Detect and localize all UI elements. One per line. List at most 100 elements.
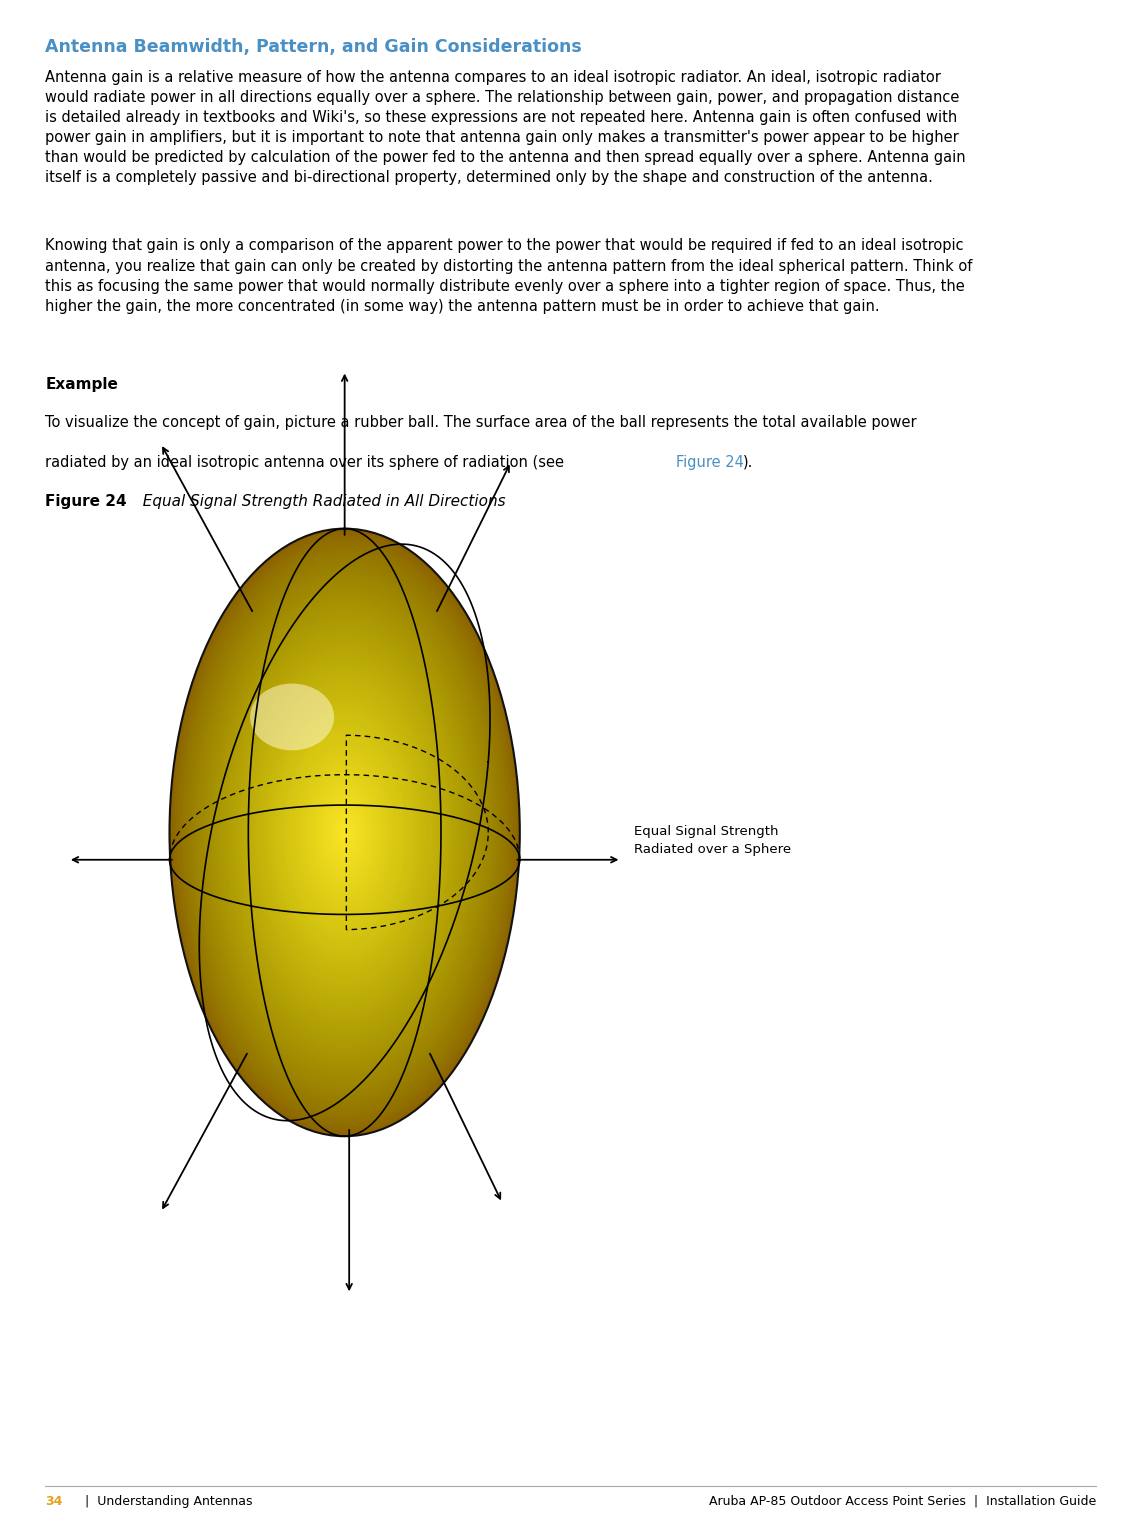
Ellipse shape [211,602,478,1063]
Ellipse shape [257,681,432,984]
Ellipse shape [199,580,490,1085]
Text: Antenna gain is a relative measure of how the antenna compares to an ideal isotr: Antenna gain is a relative measure of ho… [45,70,966,185]
Text: Knowing that gain is only a comparison of the apparent power to the power that w: Knowing that gain is only a comparison o… [45,238,973,313]
Ellipse shape [264,693,425,972]
Text: Antenna Beamwidth, Pattern, and Gain Considerations: Antenna Beamwidth, Pattern, and Gain Con… [45,38,582,56]
Ellipse shape [292,741,398,924]
Ellipse shape [227,629,462,1036]
Ellipse shape [277,714,412,951]
Ellipse shape [183,553,506,1112]
Text: ).: ). [742,456,753,469]
Ellipse shape [331,808,358,857]
Ellipse shape [237,647,452,1018]
Ellipse shape [319,787,371,878]
Ellipse shape [207,592,483,1072]
Ellipse shape [275,711,415,954]
Ellipse shape [245,659,444,1006]
Text: Figure 24: Figure 24 [676,456,744,469]
Ellipse shape [299,753,390,911]
Ellipse shape [236,644,453,1021]
Ellipse shape [201,583,488,1082]
Ellipse shape [322,793,367,872]
Ellipse shape [307,769,382,896]
Ellipse shape [192,568,497,1097]
Ellipse shape [195,574,494,1091]
Ellipse shape [284,726,406,939]
Ellipse shape [280,720,409,945]
Text: Aruba AP-85 Outdoor Access Point Series  |  Installation Guide: Aruba AP-85 Outdoor Access Point Series … [709,1495,1096,1508]
Ellipse shape [226,626,463,1039]
Ellipse shape [278,717,411,948]
Ellipse shape [179,544,511,1121]
Ellipse shape [240,650,450,1015]
Ellipse shape [339,823,350,842]
Ellipse shape [328,802,362,863]
Ellipse shape [320,790,370,875]
Text: Figure 24: Figure 24 [45,494,127,509]
Ellipse shape [215,608,475,1057]
Ellipse shape [250,668,440,996]
Ellipse shape [315,781,374,884]
Ellipse shape [176,541,513,1124]
Ellipse shape [313,778,376,887]
Ellipse shape [296,747,393,917]
Ellipse shape [281,723,408,942]
Ellipse shape [198,577,492,1088]
Ellipse shape [218,614,471,1051]
Ellipse shape [271,705,418,960]
Ellipse shape [272,708,417,957]
Ellipse shape [231,635,459,1030]
Ellipse shape [170,529,520,1136]
Ellipse shape [194,571,495,1094]
Ellipse shape [325,799,364,866]
Ellipse shape [332,811,357,854]
Ellipse shape [252,671,437,993]
Ellipse shape [191,565,498,1100]
Text: Example: Example [45,377,118,392]
Ellipse shape [180,547,510,1118]
Ellipse shape [220,617,469,1048]
Ellipse shape [266,696,424,969]
Ellipse shape [205,589,485,1075]
Ellipse shape [261,687,428,978]
Ellipse shape [172,532,518,1133]
Ellipse shape [243,656,446,1009]
Text: 34: 34 [45,1495,62,1508]
Ellipse shape [342,829,347,835]
Ellipse shape [249,665,441,1000]
Ellipse shape [269,702,420,963]
Ellipse shape [262,690,427,975]
Ellipse shape [186,559,502,1106]
Text: Equal Signal Strength
Radiated over a Sphere: Equal Signal Strength Radiated over a Sp… [634,825,791,855]
Ellipse shape [310,772,380,893]
Ellipse shape [234,641,455,1024]
Text: To visualize the concept of gain, picture a rubber ball. The surface area of the: To visualize the concept of gain, pictur… [45,415,916,430]
Ellipse shape [336,817,354,848]
Text: |  Understanding Antennas: | Understanding Antennas [77,1495,252,1508]
Ellipse shape [304,763,385,902]
Ellipse shape [290,738,399,927]
Ellipse shape [175,538,514,1127]
Ellipse shape [202,586,487,1078]
Ellipse shape [334,814,355,851]
Ellipse shape [189,562,501,1103]
Ellipse shape [323,796,366,869]
Ellipse shape [306,766,383,899]
Ellipse shape [255,677,434,987]
Ellipse shape [233,638,457,1027]
Ellipse shape [316,784,373,881]
Ellipse shape [224,623,466,1042]
Ellipse shape [301,756,389,908]
Ellipse shape [250,684,334,750]
Ellipse shape [246,662,443,1003]
Ellipse shape [217,611,472,1054]
Ellipse shape [173,535,516,1130]
Ellipse shape [208,595,481,1069]
Ellipse shape [229,632,460,1033]
Ellipse shape [268,699,421,966]
Text: radiated by an ideal isotropic antenna over its sphere of radiation (see: radiated by an ideal isotropic antenna o… [45,456,568,469]
Ellipse shape [303,760,386,905]
Ellipse shape [253,674,436,990]
Text: Equal Signal Strength Radiated in All Directions: Equal Signal Strength Radiated in All Di… [133,494,506,509]
Ellipse shape [259,684,431,981]
